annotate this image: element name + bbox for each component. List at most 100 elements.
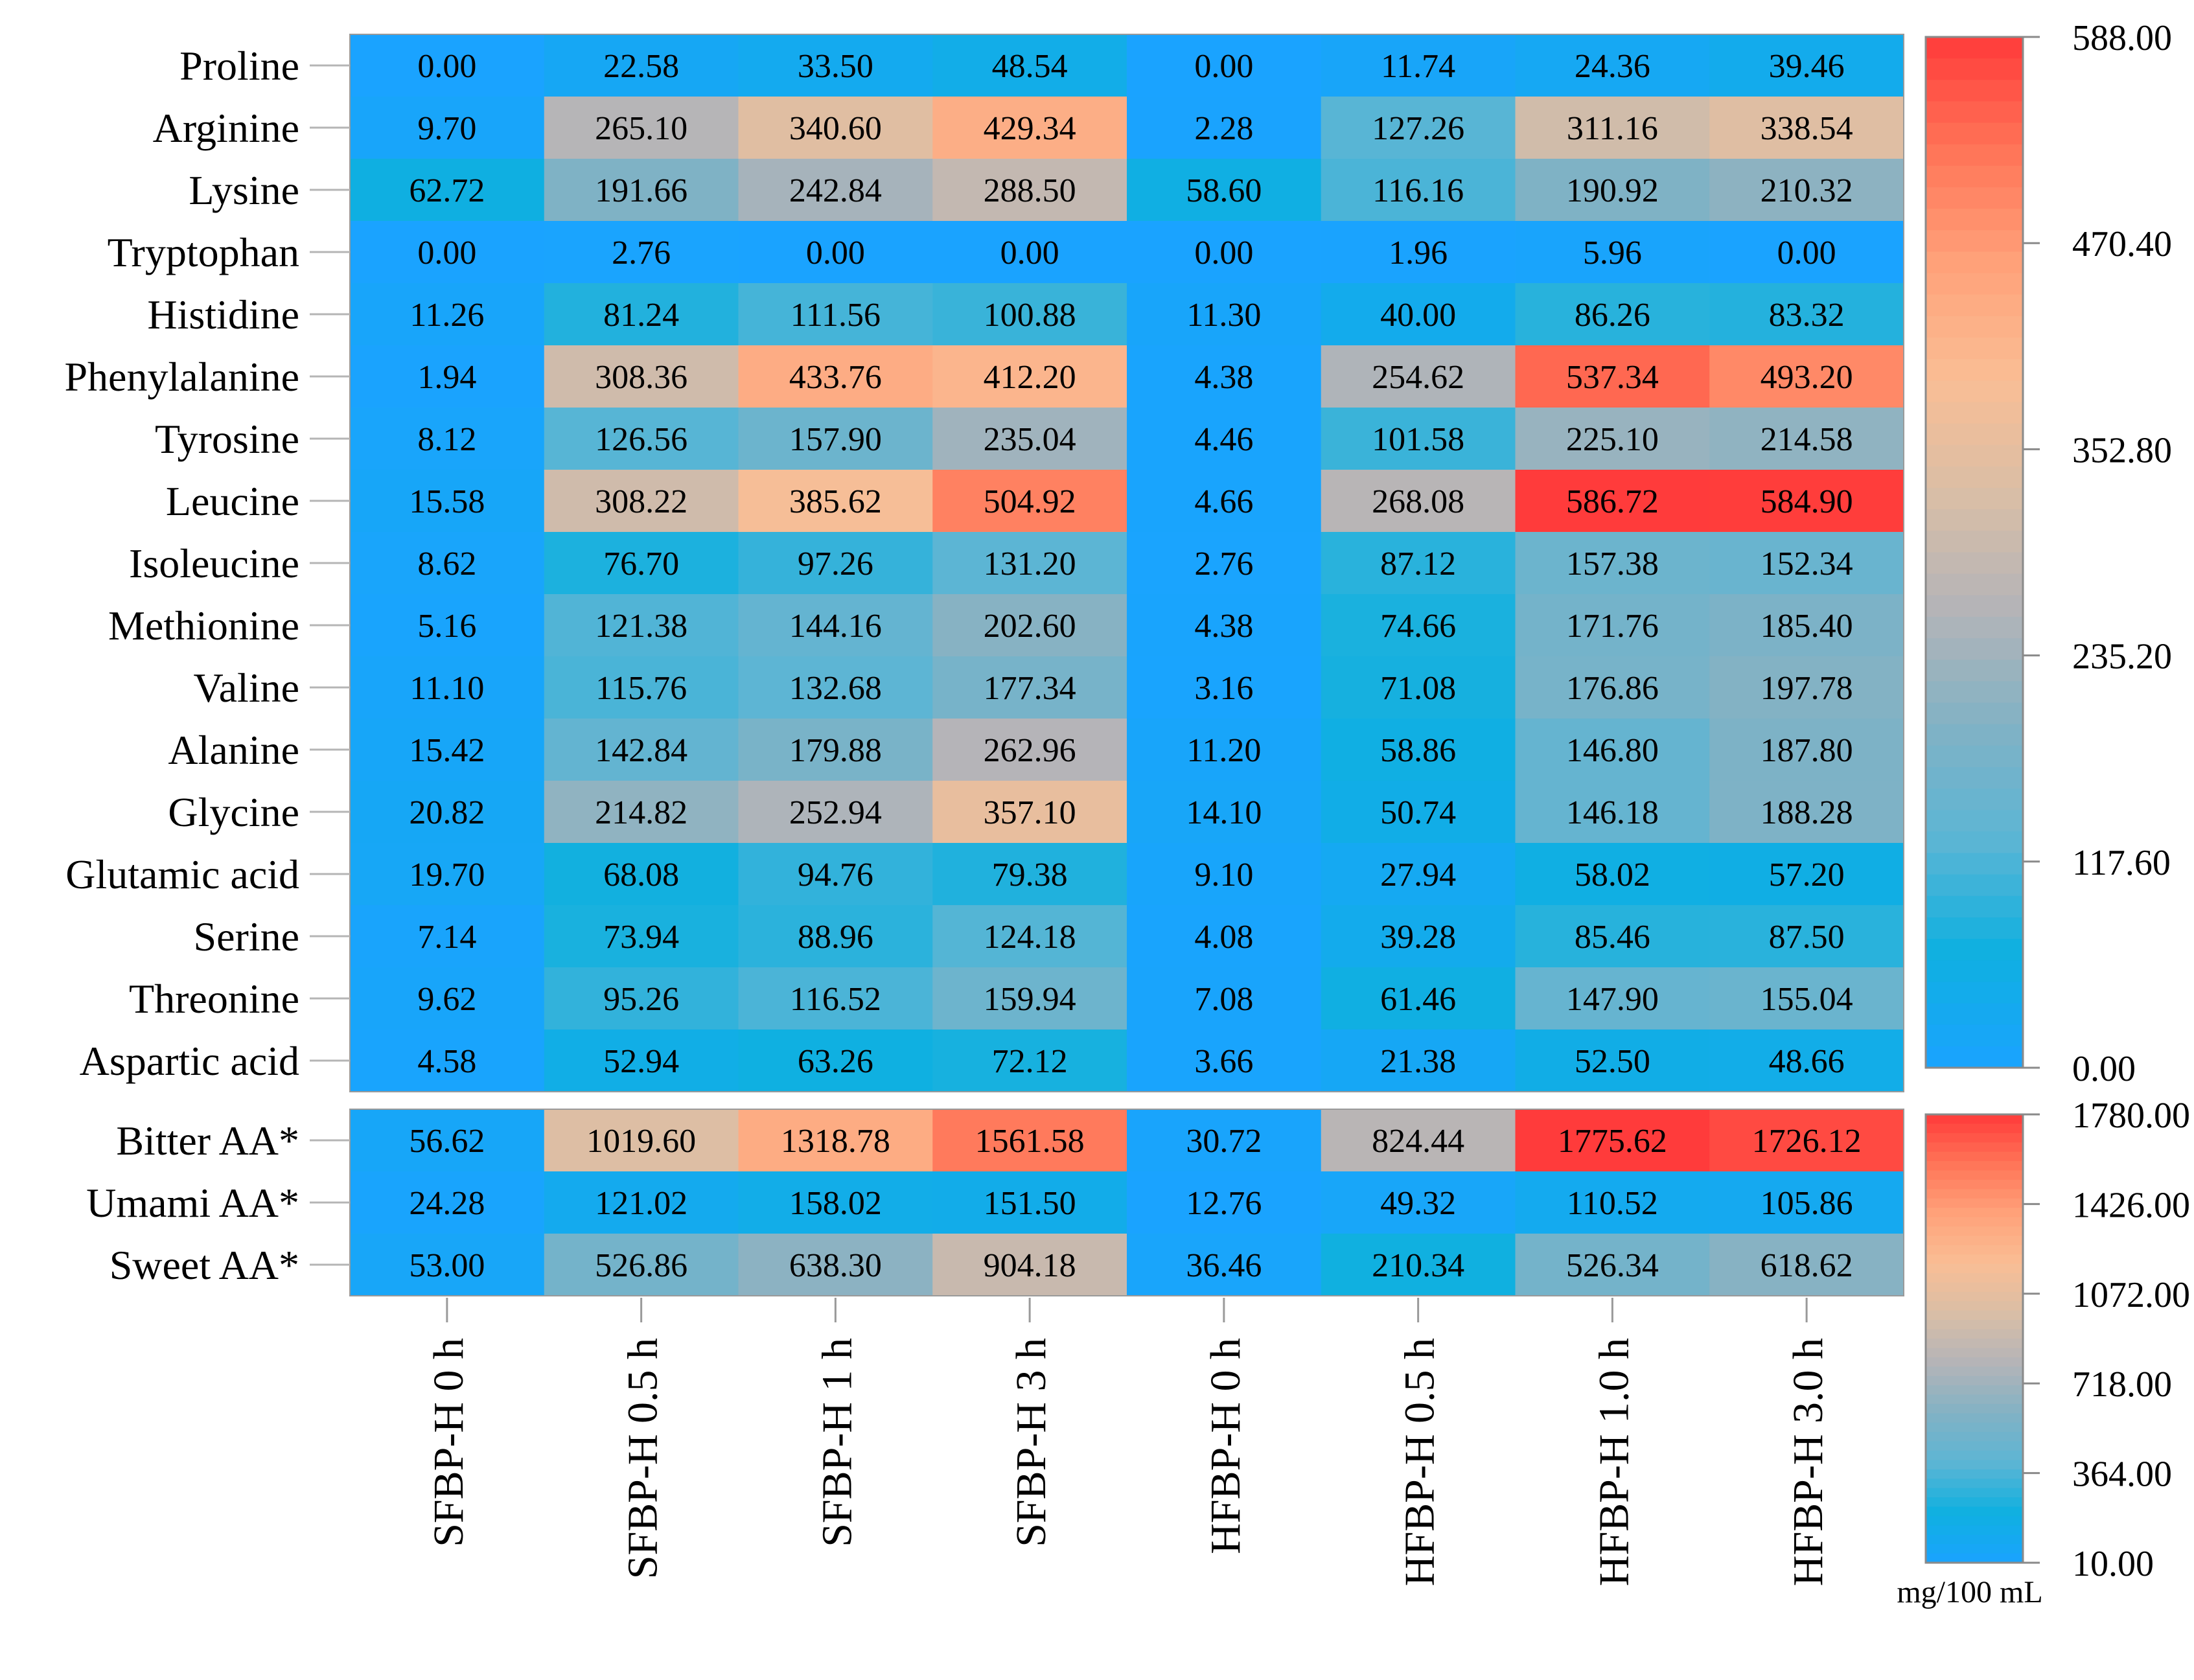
cell-value-label: 4.58 [417,1043,476,1080]
cell-value-label: 105.86 [1761,1185,1853,1222]
cell-value-label: 308.36 [595,359,687,396]
cell-value-label: 584.90 [1761,483,1853,520]
cell-value-label: 116.16 [1372,172,1464,209]
heatmap-cell [1321,1109,1516,1172]
heatmap-cell [1321,1030,1516,1092]
cell-value-label: 7.14 [417,919,476,956]
heatmap-cell [932,967,1127,1030]
cell-value-label: 14.10 [1186,794,1262,831]
heatmap-cell [1709,594,1904,657]
legend-swatch [1926,681,2023,704]
legend-swatch [1926,380,2023,403]
cell-value-label: 904.18 [984,1247,1076,1284]
cell-value-label: 254.62 [1372,359,1464,396]
cell-value-label: 121.38 [595,608,687,645]
heatmap-cell [738,221,933,284]
heatmap-cell [1321,656,1516,719]
heatmap-cell [932,283,1127,346]
cell-value-label: 618.62 [1761,1247,1853,1284]
cell-value-label: 20.82 [409,794,485,831]
legend-swatch [1926,101,2023,124]
cell-value-label: 68.08 [603,857,679,893]
legend-tick-label: 352.80 [2072,430,2172,470]
cell-value-label: 52.94 [603,1043,679,1080]
cell-value-label: 155.04 [1761,981,1853,1018]
heatmap-cell [1709,1030,1904,1092]
legend-tick-label: 718.00 [2072,1364,2172,1405]
cell-value-label: 74.66 [1380,608,1456,645]
heatmap-cell [1321,221,1516,284]
cell-value-label: 101.58 [1372,421,1464,458]
heatmap-cell [544,656,739,719]
cell-value-label: 268.08 [1372,483,1464,520]
column-label-sfbp-h-3-h: SFBP-H 3 h [1008,1338,1055,1547]
cell-value-label: 9.62 [417,981,476,1018]
cell-value-label: 1.94 [417,359,476,396]
row-label-valine: Valine [194,665,300,711]
legend-swatch [1926,1534,2023,1545]
cell-value-label: 210.34 [1372,1247,1464,1284]
cell-value-label: 11.10 [410,670,484,707]
column-label-hfbp-h-0-h: HFBP-H 0 h [1202,1338,1249,1554]
legend-swatch [1926,1301,2023,1311]
legend-swatch [1926,616,2023,639]
legend-swatch [1926,1469,2023,1480]
cell-value-label: 57.20 [1769,857,1845,893]
heatmap-cell [1321,781,1516,844]
legend-swatch [1926,1348,2023,1358]
heatmap-cell [1709,283,1904,346]
cell-value-label: 50.74 [1380,794,1456,831]
heatmap-cell [1515,470,1710,533]
cell-value-label: 85.46 [1575,919,1650,956]
legend-swatch [1926,917,2023,939]
row-label-umami-aa: Umami AA* [86,1180,299,1226]
legend-swatch [1926,1451,2023,1461]
heatmap-cell [738,843,933,906]
heatmap-cell [932,159,1127,222]
heatmap-cell [1321,408,1516,470]
row-label-histidine: Histidine [147,292,299,338]
cell-value-label: 1318.78 [781,1123,890,1160]
legend-swatch [1926,960,2023,983]
legend-swatch [1926,294,2023,317]
heatmap-cell [738,656,933,719]
legend-swatch [1926,1329,2023,1339]
cell-value-label: 144.16 [789,608,882,645]
heatmap-cell [1515,967,1710,1030]
legend-swatch [1926,187,2023,209]
heatmap-cell [1709,470,1904,533]
legend-swatch [1926,165,2023,188]
cell-value-label: 115.76 [595,670,687,707]
heatmap-cell [1127,34,1322,97]
row-label-alanine: Alanine [168,727,299,773]
cell-value-label: 265.10 [595,110,687,147]
legend-swatch [1926,1460,2023,1470]
heatmap-cell [1321,967,1516,1030]
cell-value-label: 9.70 [417,110,476,147]
heatmap-cell [350,1109,545,1172]
legend-tick-label: 10.00 [2072,1544,2154,1584]
heatmap-cell [544,283,739,346]
heatmap-cell [932,532,1127,595]
heatmap-cell [350,532,545,595]
legend-swatch [1926,488,2023,511]
cell-value-label: 72.12 [992,1043,1068,1080]
legend-tick-label: 470.40 [2072,224,2172,264]
heatmap-cell [1127,719,1322,781]
legend-swatch [1926,895,2023,918]
cell-value-label: 100.88 [984,297,1076,334]
heatmap-cell [1709,97,1904,159]
cell-value-label: 526.34 [1566,1247,1659,1284]
cell-value-label: 53.00 [409,1247,485,1284]
cell-value-label: 4.38 [1194,359,1253,396]
heatmap-cell [1127,1030,1322,1092]
legend-tick-label: 588.00 [2072,18,2172,58]
cell-value-label: 131.20 [984,546,1076,582]
legend-border [1924,1113,2024,1564]
legend-swatch [1926,466,2023,489]
cell-value-label: 1561.58 [975,1123,1085,1160]
cell-value-label: 36.46 [1186,1247,1262,1284]
heatmap-cell [1127,159,1322,222]
legend-swatch [1926,660,2023,682]
cell-value-label: 76.70 [603,546,679,582]
